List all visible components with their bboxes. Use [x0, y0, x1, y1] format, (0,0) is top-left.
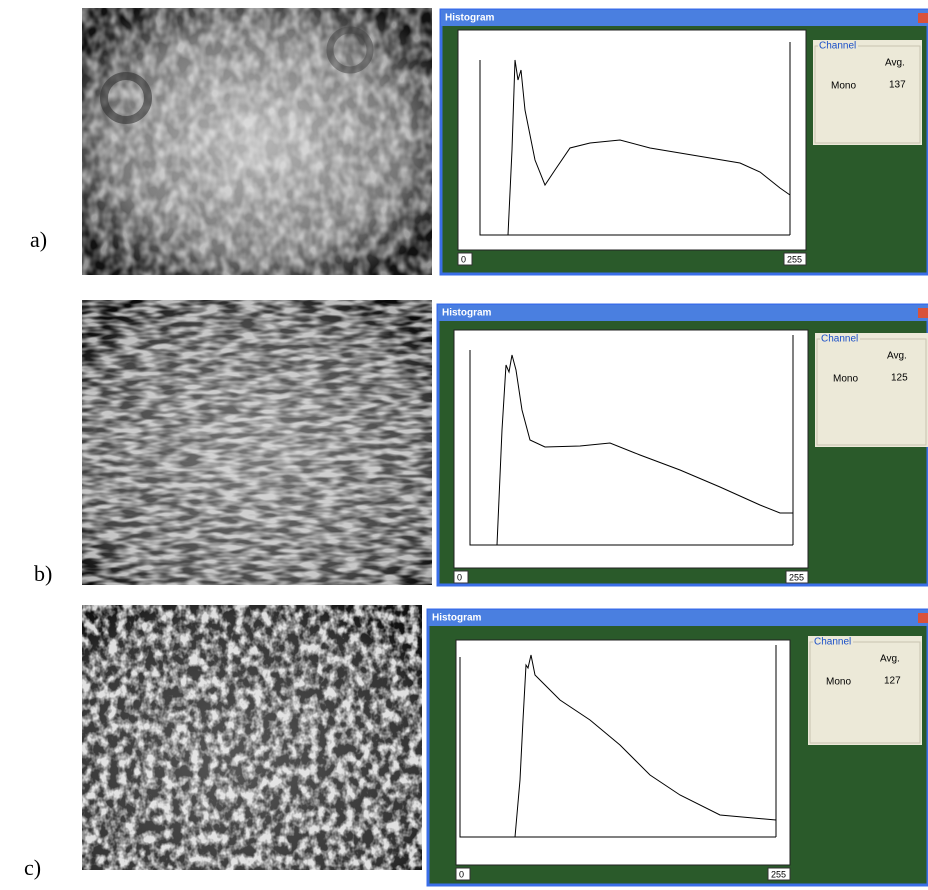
channel-value: 127 — [884, 676, 901, 687]
range-max: 255 — [787, 254, 802, 264]
figure-canvas: a) Histogram 0 255 Channel Avg. Mono 137 b) Histo… — [0, 0, 928, 890]
range-min: 0 — [459, 869, 464, 879]
plot-area — [458, 30, 806, 250]
column-header: Avg. — [880, 654, 900, 665]
title-bar — [441, 10, 928, 26]
channel-value: 125 — [891, 373, 908, 384]
channel-title: Channel — [814, 637, 851, 648]
range-max: 255 — [789, 572, 804, 582]
window-title: Histogram — [445, 13, 495, 24]
channel-name: Mono — [833, 374, 858, 385]
channel-panel — [813, 40, 922, 145]
speckle-image — [82, 605, 422, 870]
histogram-window: Histogram 0 255 Channel Avg. Mono 127 — [428, 610, 928, 885]
channel-name: Mono — [831, 81, 856, 92]
panel-label: b) — [34, 561, 52, 586]
plot-area — [456, 640, 790, 865]
plot-area — [454, 330, 808, 568]
range-min: 0 — [461, 254, 466, 264]
channel-name: Mono — [826, 677, 851, 688]
window-title: Histogram — [442, 308, 492, 319]
figure: a) Histogram 0 255 Channel Avg. Mono 137 b) Histo… — [0, 0, 928, 890]
channel-value: 137 — [889, 80, 906, 91]
window-title: Histogram — [432, 613, 482, 624]
panel-label: a) — [30, 227, 47, 252]
panel-label: c) — [24, 855, 41, 880]
close-button — [918, 13, 928, 23]
channel-title: Channel — [821, 334, 858, 345]
channel-panel — [808, 636, 922, 745]
histogram-window: Histogram 0 255 Channel Avg. Mono 125 — [438, 305, 928, 585]
column-header: Avg. — [887, 351, 907, 362]
speckle-image — [82, 8, 432, 275]
histogram-window: Histogram 0 255 Channel Avg. Mono 137 — [441, 10, 928, 274]
close-button — [918, 613, 928, 623]
close-button — [918, 308, 928, 318]
range-max: 255 — [771, 869, 786, 879]
title-bar — [438, 305, 928, 321]
range-min: 0 — [457, 572, 462, 582]
column-header: Avg. — [885, 58, 905, 69]
channel-panel — [815, 333, 928, 447]
title-bar — [428, 610, 928, 626]
channel-title: Channel — [819, 41, 856, 52]
speckle-image — [82, 300, 432, 585]
